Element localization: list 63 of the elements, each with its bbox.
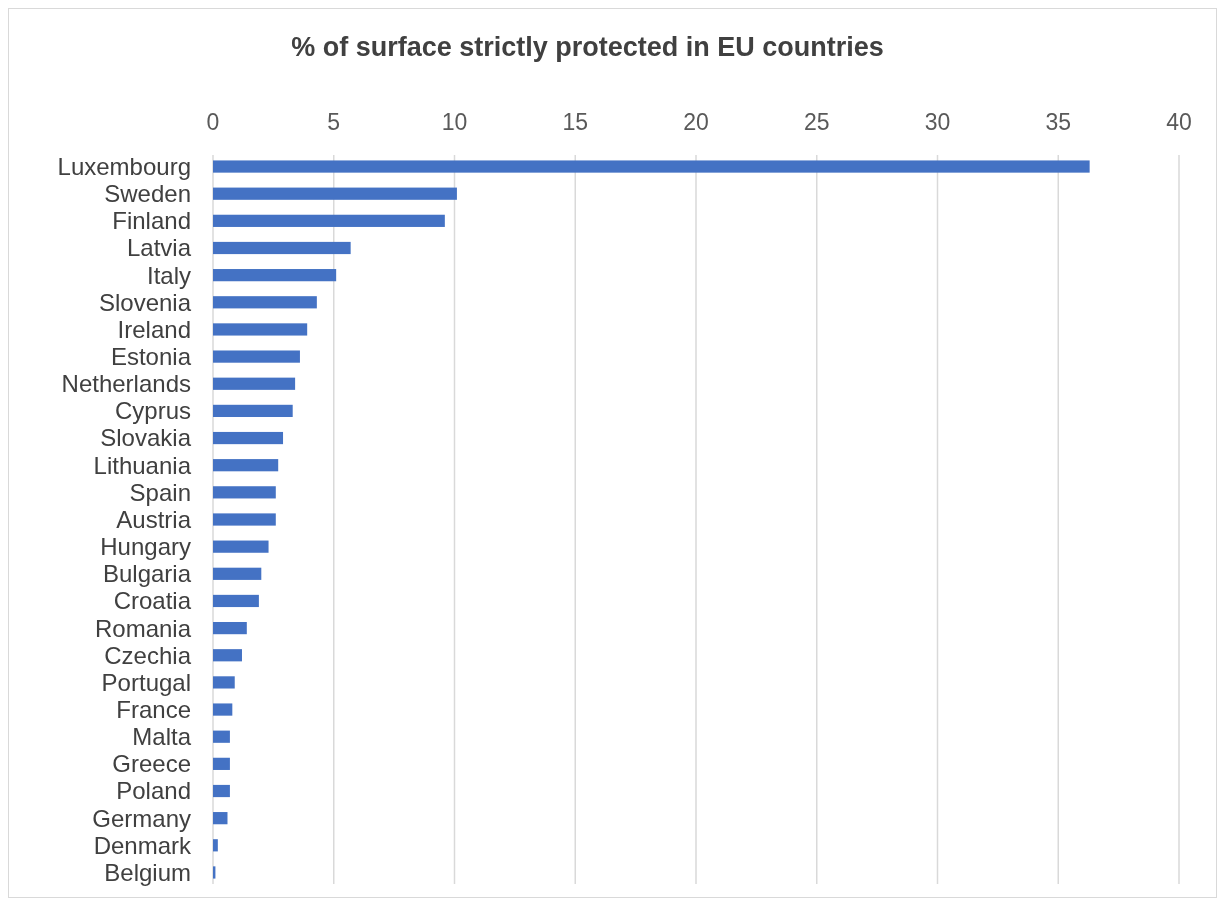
- bar: [213, 187, 457, 200]
- chart-title: % of surface strictly protected in EU countries: [291, 32, 884, 62]
- bar: [213, 567, 262, 580]
- bar: [213, 350, 300, 363]
- x-tick-label: 20: [683, 109, 709, 135]
- bar: [213, 649, 242, 662]
- x-tick-label: 35: [1045, 109, 1072, 135]
- bar: [213, 269, 337, 282]
- y-tick-label: Hungary: [100, 533, 191, 561]
- y-tick-label: Portugal: [101, 668, 191, 696]
- y-tick-label: Sweden: [104, 180, 191, 208]
- bar: [213, 431, 284, 445]
- bar: [213, 296, 317, 309]
- bar: [213, 784, 230, 798]
- bar: [213, 812, 228, 825]
- bar: [213, 459, 279, 472]
- x-tick-label: 0: [206, 109, 220, 135]
- bar: [213, 241, 351, 255]
- y-tick-label: Finland: [112, 207, 191, 235]
- x-tick-label: 25: [803, 109, 830, 135]
- y-tick-label: Netherlands: [61, 370, 191, 398]
- bar: [213, 676, 235, 689]
- bar: [213, 730, 230, 743]
- bar: [213, 757, 230, 770]
- y-tick-label: Czechia: [104, 641, 192, 669]
- y-tick-label: Slovenia: [98, 288, 192, 316]
- y-tick-label: Belgium: [104, 858, 191, 886]
- y-tick-label: Latvia: [126, 234, 192, 262]
- y-tick-label: Bulgaria: [102, 560, 192, 588]
- bar: [213, 404, 293, 418]
- bar: [213, 160, 1090, 173]
- y-tick-label: Greece: [112, 750, 191, 778]
- y-tick-label: Ireland: [117, 315, 191, 343]
- bar: [213, 214, 445, 227]
- x-tick-label: 40: [1166, 109, 1192, 135]
- x-tick-label: 30: [924, 109, 951, 135]
- bar: [213, 540, 269, 553]
- y-tick-label: Luxembourg: [57, 152, 191, 180]
- y-tick-label: Germany: [92, 804, 191, 832]
- bar: [213, 377, 296, 390]
- bar: [213, 486, 276, 499]
- y-tick-label: Malta: [132, 723, 192, 751]
- y-tick-label: Spain: [129, 478, 191, 506]
- bar: [213, 513, 276, 526]
- y-tick-label: Italy: [146, 261, 191, 289]
- x-tick-label: 5: [327, 109, 341, 135]
- bar: [213, 839, 218, 852]
- y-tick-label: Cyprus: [114, 397, 191, 425]
- y-tick-label: Austria: [116, 505, 192, 533]
- y-tick-label: Slovakia: [100, 424, 192, 452]
- y-tick-label: Romania: [94, 614, 192, 642]
- x-tick-label: 10: [441, 109, 468, 135]
- y-tick-label: Estonia: [110, 342, 192, 370]
- y-tick-label: Denmark: [93, 831, 192, 859]
- y-tick-label: Croatia: [113, 587, 192, 615]
- bar: [213, 594, 259, 608]
- x-tick-label: 15: [562, 109, 589, 135]
- y-tick-label: Poland: [116, 777, 191, 805]
- y-tick-label: Lithuania: [93, 451, 192, 479]
- bar: [213, 621, 247, 635]
- bar: [213, 323, 308, 336]
- y-tick-label: France: [116, 695, 191, 723]
- bar: [213, 703, 233, 716]
